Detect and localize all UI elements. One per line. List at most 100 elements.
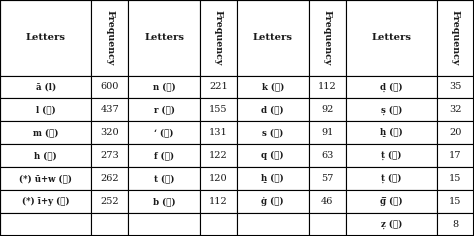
Text: n (ن): n (ن) <box>153 83 175 92</box>
Text: ġ̅ (غ): ġ̅ (غ) <box>380 197 402 206</box>
Text: Letters: Letters <box>144 33 184 42</box>
Text: Letters: Letters <box>371 33 411 42</box>
Text: ḍ (ذ): ḍ (ذ) <box>380 82 402 92</box>
Bar <box>309 167 346 190</box>
Bar <box>128 121 200 144</box>
Bar <box>437 98 474 121</box>
Text: 320: 320 <box>100 128 119 137</box>
Text: 15: 15 <box>449 174 462 183</box>
Text: 252: 252 <box>100 197 119 206</box>
Bar <box>437 190 474 213</box>
Text: h (ه): h (ه) <box>34 151 57 160</box>
Bar <box>346 144 437 167</box>
Text: 8: 8 <box>452 220 458 229</box>
Bar <box>200 121 237 144</box>
Text: ġ (ج): ġ (ج) <box>262 197 284 206</box>
Text: 112: 112 <box>318 83 337 92</box>
Bar <box>237 213 309 236</box>
Text: 221: 221 <box>209 83 228 92</box>
Bar <box>0 0 91 76</box>
Text: 120: 120 <box>209 174 228 183</box>
Text: 600: 600 <box>100 83 119 92</box>
Text: (*) ī+y (ي): (*) ī+y (ي) <box>22 197 70 206</box>
Bar <box>237 190 309 213</box>
Text: q (ق): q (ق) <box>262 151 284 160</box>
Text: t (ت): t (ت) <box>154 174 174 183</box>
Text: l (ل): l (ل) <box>36 105 55 114</box>
Bar <box>91 0 128 76</box>
Text: 92: 92 <box>321 105 333 114</box>
Bar <box>200 167 237 190</box>
Text: 91: 91 <box>321 128 333 137</box>
Text: m (م): m (م) <box>33 128 58 137</box>
Bar <box>437 0 474 76</box>
Text: 437: 437 <box>100 105 119 114</box>
Bar <box>309 213 346 236</box>
Text: Frequency: Frequency <box>323 10 332 65</box>
Bar <box>128 98 200 121</box>
Text: 63: 63 <box>321 151 333 160</box>
Text: 57: 57 <box>321 174 333 183</box>
Bar <box>346 167 437 190</box>
Text: ṣ (ص): ṣ (ص) <box>381 105 402 115</box>
Text: ẖ (ح): ẖ (ح) <box>262 174 284 183</box>
Text: 15: 15 <box>449 197 462 206</box>
Bar <box>237 76 309 98</box>
Bar <box>309 144 346 167</box>
Bar <box>0 213 91 236</box>
Text: 35: 35 <box>449 83 462 92</box>
Bar <box>309 190 346 213</box>
Text: 17: 17 <box>449 151 462 160</box>
Bar <box>91 121 128 144</box>
Text: 112: 112 <box>209 197 228 206</box>
Text: Frequency: Frequency <box>105 10 114 65</box>
Text: 32: 32 <box>449 105 462 114</box>
Text: 155: 155 <box>209 105 228 114</box>
Text: ẖ (خ): ẖ (خ) <box>380 128 403 137</box>
Text: 131: 131 <box>209 128 228 137</box>
Text: 46: 46 <box>321 197 333 206</box>
Bar <box>91 76 128 98</box>
Text: d (د): d (د) <box>262 105 284 114</box>
Bar <box>437 213 474 236</box>
Bar <box>200 190 237 213</box>
Bar <box>437 76 474 98</box>
Bar <box>237 167 309 190</box>
Bar <box>0 167 91 190</box>
Bar <box>200 0 237 76</box>
Bar <box>0 121 91 144</box>
Text: f (ف): f (ف) <box>154 151 174 160</box>
Text: 273: 273 <box>100 151 119 160</box>
Bar <box>200 76 237 98</box>
Bar <box>309 0 346 76</box>
Bar <box>309 98 346 121</box>
Bar <box>91 190 128 213</box>
Text: b (ب): b (ب) <box>153 197 175 206</box>
Text: r (ر): r (ر) <box>154 105 175 114</box>
Bar <box>237 0 309 76</box>
Bar <box>200 144 237 167</box>
Bar <box>91 213 128 236</box>
Bar <box>200 213 237 236</box>
Bar <box>237 121 309 144</box>
Text: Frequency: Frequency <box>214 10 223 65</box>
Bar <box>346 98 437 121</box>
Text: Letters: Letters <box>26 33 66 42</box>
Text: Frequency: Frequency <box>451 10 460 65</box>
Text: ā (l): ā (l) <box>36 83 56 92</box>
Bar <box>237 144 309 167</box>
Bar <box>346 0 437 76</box>
Text: k (ك): k (ك) <box>262 83 284 92</box>
Bar <box>437 121 474 144</box>
Text: Letters: Letters <box>253 33 293 42</box>
Bar <box>437 144 474 167</box>
Bar <box>128 0 200 76</box>
Bar <box>309 76 346 98</box>
Bar <box>309 121 346 144</box>
Text: ʻ (ع): ʻ (ع) <box>155 128 174 137</box>
Text: 122: 122 <box>209 151 228 160</box>
Bar <box>346 213 437 236</box>
Text: (*) ū+w (و): (*) ū+w (و) <box>19 174 72 183</box>
Bar <box>0 190 91 213</box>
Text: ṭ (ث): ṭ (ث) <box>381 151 401 160</box>
